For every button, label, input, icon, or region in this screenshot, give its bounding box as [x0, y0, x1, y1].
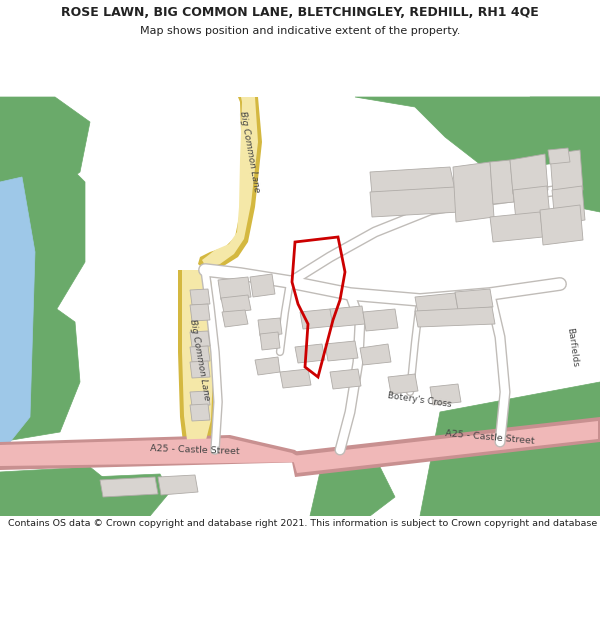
Polygon shape [190, 361, 210, 378]
Text: Barfields: Barfields [565, 327, 579, 367]
Polygon shape [325, 341, 358, 361]
Polygon shape [330, 369, 361, 389]
Polygon shape [182, 270, 214, 447]
Polygon shape [430, 384, 461, 405]
Polygon shape [260, 332, 280, 350]
Polygon shape [490, 212, 543, 242]
Polygon shape [0, 97, 90, 197]
Polygon shape [548, 148, 570, 164]
Text: A25 - Castle Street: A25 - Castle Street [150, 444, 240, 456]
Polygon shape [300, 309, 333, 329]
Text: Map shows position and indicative extent of the property.: Map shows position and indicative extent… [140, 26, 460, 36]
Polygon shape [355, 97, 600, 172]
Polygon shape [280, 369, 311, 388]
Polygon shape [370, 167, 455, 195]
Polygon shape [0, 438, 307, 466]
Polygon shape [190, 304, 210, 321]
Polygon shape [388, 374, 418, 394]
Polygon shape [453, 162, 494, 222]
Polygon shape [190, 346, 210, 362]
Polygon shape [0, 142, 85, 327]
Polygon shape [190, 289, 210, 305]
Polygon shape [190, 391, 210, 406]
Polygon shape [250, 274, 275, 297]
Polygon shape [100, 477, 158, 497]
Polygon shape [510, 154, 548, 194]
Polygon shape [0, 435, 310, 470]
Polygon shape [222, 310, 248, 327]
Polygon shape [178, 270, 218, 450]
Polygon shape [513, 186, 550, 221]
Polygon shape [255, 357, 280, 375]
Polygon shape [310, 467, 395, 516]
Polygon shape [221, 295, 251, 313]
Polygon shape [292, 421, 598, 473]
Polygon shape [202, 97, 258, 267]
Polygon shape [530, 97, 600, 212]
Polygon shape [0, 467, 115, 516]
Polygon shape [550, 150, 583, 194]
Polygon shape [190, 404, 210, 421]
Polygon shape [198, 97, 262, 270]
Polygon shape [490, 160, 514, 204]
Polygon shape [0, 177, 35, 442]
Polygon shape [290, 417, 600, 477]
Text: ROSE LAWN, BIG COMMON LANE, BLETCHINGLEY, REDHILL, RH1 4QE: ROSE LAWN, BIG COMMON LANE, BLETCHINGLEY… [61, 6, 539, 19]
Text: Botery's Cross: Botery's Cross [388, 391, 452, 409]
Text: Big Common Lane: Big Common Lane [238, 111, 262, 193]
Text: Big Common Lane: Big Common Lane [188, 319, 212, 401]
Text: A25 - Castle Street: A25 - Castle Street [445, 429, 535, 446]
Polygon shape [258, 318, 282, 336]
Polygon shape [420, 382, 600, 516]
Polygon shape [455, 289, 493, 310]
Polygon shape [190, 331, 210, 347]
Polygon shape [540, 205, 583, 245]
Polygon shape [0, 297, 80, 442]
Polygon shape [295, 344, 325, 363]
Polygon shape [552, 186, 585, 224]
Polygon shape [370, 187, 460, 217]
Polygon shape [158, 475, 198, 495]
Polygon shape [363, 309, 398, 331]
Polygon shape [85, 474, 170, 516]
Polygon shape [330, 306, 365, 327]
Polygon shape [415, 293, 458, 314]
Polygon shape [360, 344, 391, 365]
Polygon shape [218, 277, 251, 300]
Text: Contains OS data © Crown copyright and database right 2021. This information is : Contains OS data © Crown copyright and d… [8, 519, 600, 528]
Polygon shape [415, 307, 495, 327]
